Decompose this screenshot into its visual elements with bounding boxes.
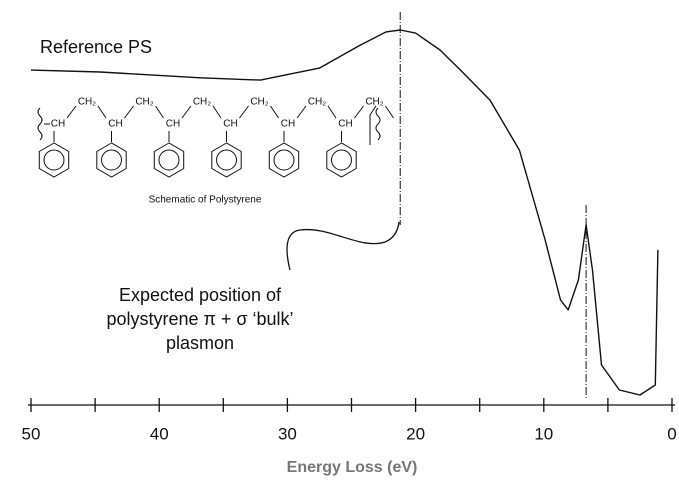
structure-shape: [153, 142, 185, 178]
structure-label: CH: [338, 119, 352, 130]
x-axis-title: Energy Loss (eV): [287, 459, 418, 476]
structure-shape: [38, 142, 70, 178]
structure-label: CH: [51, 119, 65, 130]
x-tick-label: 40: [150, 424, 169, 443]
structure-shape: [66, 105, 107, 119]
structure-label: CH₂: [250, 97, 268, 108]
structure-label: CH: [166, 119, 180, 130]
structure-label: CH: [223, 119, 237, 130]
structure-shape: [239, 105, 279, 119]
structure-label: CH₂: [308, 97, 326, 108]
x-tick-label: 10: [534, 424, 553, 443]
leader-line: [286, 221, 400, 271]
annotation: plasmon: [166, 333, 234, 353]
structure-label: CH₂: [135, 97, 153, 108]
structure-shape: [375, 107, 381, 141]
structure-shape: [273, 149, 295, 171]
structure-label: CH: [281, 119, 295, 130]
structure-shape: [354, 105, 394, 119]
structure-shape: [268, 142, 300, 178]
structure-shape: [326, 142, 357, 178]
structure-shape: [216, 149, 237, 171]
series-label: Reference PS: [40, 37, 152, 57]
structure-shape: [331, 149, 352, 171]
x-tick-label: 30: [278, 424, 297, 443]
structure-shape: [211, 142, 242, 178]
structure-shape: [296, 105, 337, 119]
structure-shape: [101, 149, 122, 171]
structure-shape: [43, 149, 65, 171]
structure-shape: [158, 149, 180, 171]
annotation: polystyrene π + σ ‘bulk’: [106, 309, 293, 329]
structure-label: CH₂: [78, 97, 96, 108]
structure-shape: [124, 105, 164, 119]
structure-label: CH: [108, 119, 122, 130]
structure-label: CH₂: [193, 97, 211, 108]
structure-caption: Schematic of Polystyrene: [149, 195, 262, 206]
structure-shape: [96, 142, 127, 178]
structure-shape: [369, 105, 377, 145]
x-tick-label: 50: [22, 424, 41, 443]
annotation: Expected position of: [119, 285, 282, 305]
x-tick-label: 20: [406, 424, 425, 443]
structure-label: CH₂: [365, 97, 383, 108]
x-tick-label: 0: [667, 424, 676, 443]
structure-shape: [37, 107, 43, 141]
spectrum-line: [30, 29, 659, 396]
structure-shape: [181, 105, 222, 119]
